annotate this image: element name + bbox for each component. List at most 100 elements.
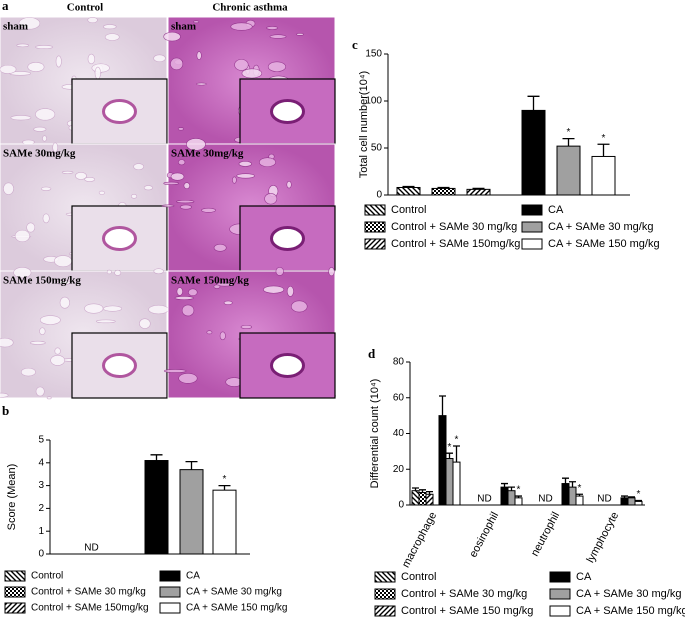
bar-annotation: ND	[477, 494, 491, 505]
tissue-texture	[186, 138, 206, 151]
tissue-texture	[35, 386, 45, 397]
legend-label: Control	[401, 571, 436, 583]
tissue-texture	[269, 34, 287, 39]
tissue-texture	[42, 135, 47, 142]
tissue-texture	[153, 268, 164, 275]
legend-label: CA	[186, 571, 200, 582]
legend-swatch	[159, 570, 181, 582]
bar-annotation: *	[448, 442, 452, 453]
bar-annotation: ND	[597, 494, 611, 505]
tissue-texture	[94, 66, 101, 80]
bar-annotation: *	[602, 133, 606, 144]
bar	[521, 109, 546, 196]
legend-swatch	[159, 602, 181, 614]
legend-label: Control + SAMe 150mg/kg	[391, 238, 520, 250]
tissue-texture	[87, 53, 96, 65]
bar	[514, 497, 523, 506]
tissue-texture	[39, 315, 61, 325]
bar	[179, 469, 204, 555]
y-tick-label: 3	[38, 480, 44, 491]
error-bar	[508, 486, 515, 491]
error-bar	[218, 484, 231, 491]
tissue-texture	[0, 64, 17, 74]
y-tick-label: 1	[38, 526, 44, 537]
error-bar	[501, 482, 508, 488]
legend-swatch	[521, 204, 543, 216]
tissue-texture	[176, 287, 183, 296]
x-tick-label: macrophage	[400, 510, 439, 570]
tissue-texture	[10, 115, 32, 121]
error-bar	[576, 493, 583, 497]
tissue-texture	[179, 204, 192, 210]
tissue-texture	[196, 82, 207, 86]
error-bar	[437, 186, 450, 189]
legend-swatch	[364, 221, 386, 233]
panel-label: d	[368, 346, 376, 361]
y-axis-title: Differential count (10⁴)	[369, 379, 381, 489]
bar	[418, 491, 427, 506]
x-tick-label: lymphocyte	[584, 510, 621, 565]
panel-label: a	[2, 0, 9, 13]
tissue-texture	[55, 55, 62, 68]
y-tick-label: 50	[371, 143, 383, 154]
tissue-texture	[163, 369, 187, 373]
tissue-texture	[170, 172, 185, 181]
legend-swatch	[374, 605, 396, 617]
tissue-texture	[234, 59, 249, 71]
tissue-texture	[176, 199, 195, 204]
tissue-texture	[95, 319, 116, 324]
airway	[102, 353, 137, 378]
tissue-texture	[296, 33, 304, 36]
tissue-texture	[84, 176, 96, 182]
bar	[591, 155, 616, 196]
error-bar	[597, 143, 610, 157]
tissue-texture	[106, 269, 112, 275]
airway	[102, 99, 137, 124]
tissue-texture	[188, 288, 198, 297]
bar	[396, 186, 421, 196]
tissue-texture	[30, 340, 46, 345]
error-bar	[419, 489, 426, 493]
tissue-texture	[178, 373, 198, 384]
panel-label: c	[352, 37, 358, 52]
tissue-texture	[84, 303, 104, 314]
legend-label: Control + SAMe 30 mg/kg	[391, 221, 517, 233]
tissue-texture	[286, 180, 292, 189]
tissue-texture	[130, 193, 138, 199]
tissue-texture	[230, 22, 253, 31]
bar-annotation: ND	[538, 494, 552, 505]
tissue-texture	[59, 296, 70, 309]
tissue-texture	[216, 282, 234, 287]
airway	[270, 99, 305, 124]
bar	[627, 497, 636, 506]
y-axis-title: Total cell number(10⁴)	[358, 71, 370, 178]
error-bar	[569, 481, 576, 488]
tissue-texture	[267, 61, 286, 72]
error-bar	[515, 495, 522, 498]
legend-label: CA	[576, 571, 592, 583]
tissue-texture	[50, 354, 65, 366]
bar	[431, 187, 456, 196]
tissue-texture	[13, 266, 32, 279]
tissue-texture	[54, 347, 61, 355]
row-label: sham	[3, 21, 28, 33]
x-tick-label: neutrophil	[529, 510, 562, 558]
legend-label: CA + SAMe 150 mg/kg	[548, 238, 660, 250]
airway	[270, 353, 305, 378]
legend-label: CA + SAMe 30 mg/kg	[548, 221, 653, 233]
legend-label: Control + SAMe 30 mg/kg	[401, 588, 527, 600]
tissue-texture	[52, 142, 59, 153]
legend-label: CA + SAMe 30 mg/kg	[186, 587, 282, 598]
legend-label: CA + SAMe 150 mg/kg	[576, 605, 685, 617]
tissue-texture	[143, 185, 153, 191]
tissue-texture	[183, 182, 191, 190]
tissue-texture	[148, 304, 169, 315]
tissue-texture	[20, 367, 36, 377]
error-bar	[628, 496, 635, 498]
x-tick-label: eosinophil	[467, 510, 501, 559]
error-bar	[472, 187, 485, 190]
bar	[556, 145, 581, 196]
legend-label: Control + SAMe 150 mg/kg	[401, 605, 533, 617]
legend-swatch	[521, 221, 543, 233]
bar-annotation: *	[455, 435, 459, 446]
